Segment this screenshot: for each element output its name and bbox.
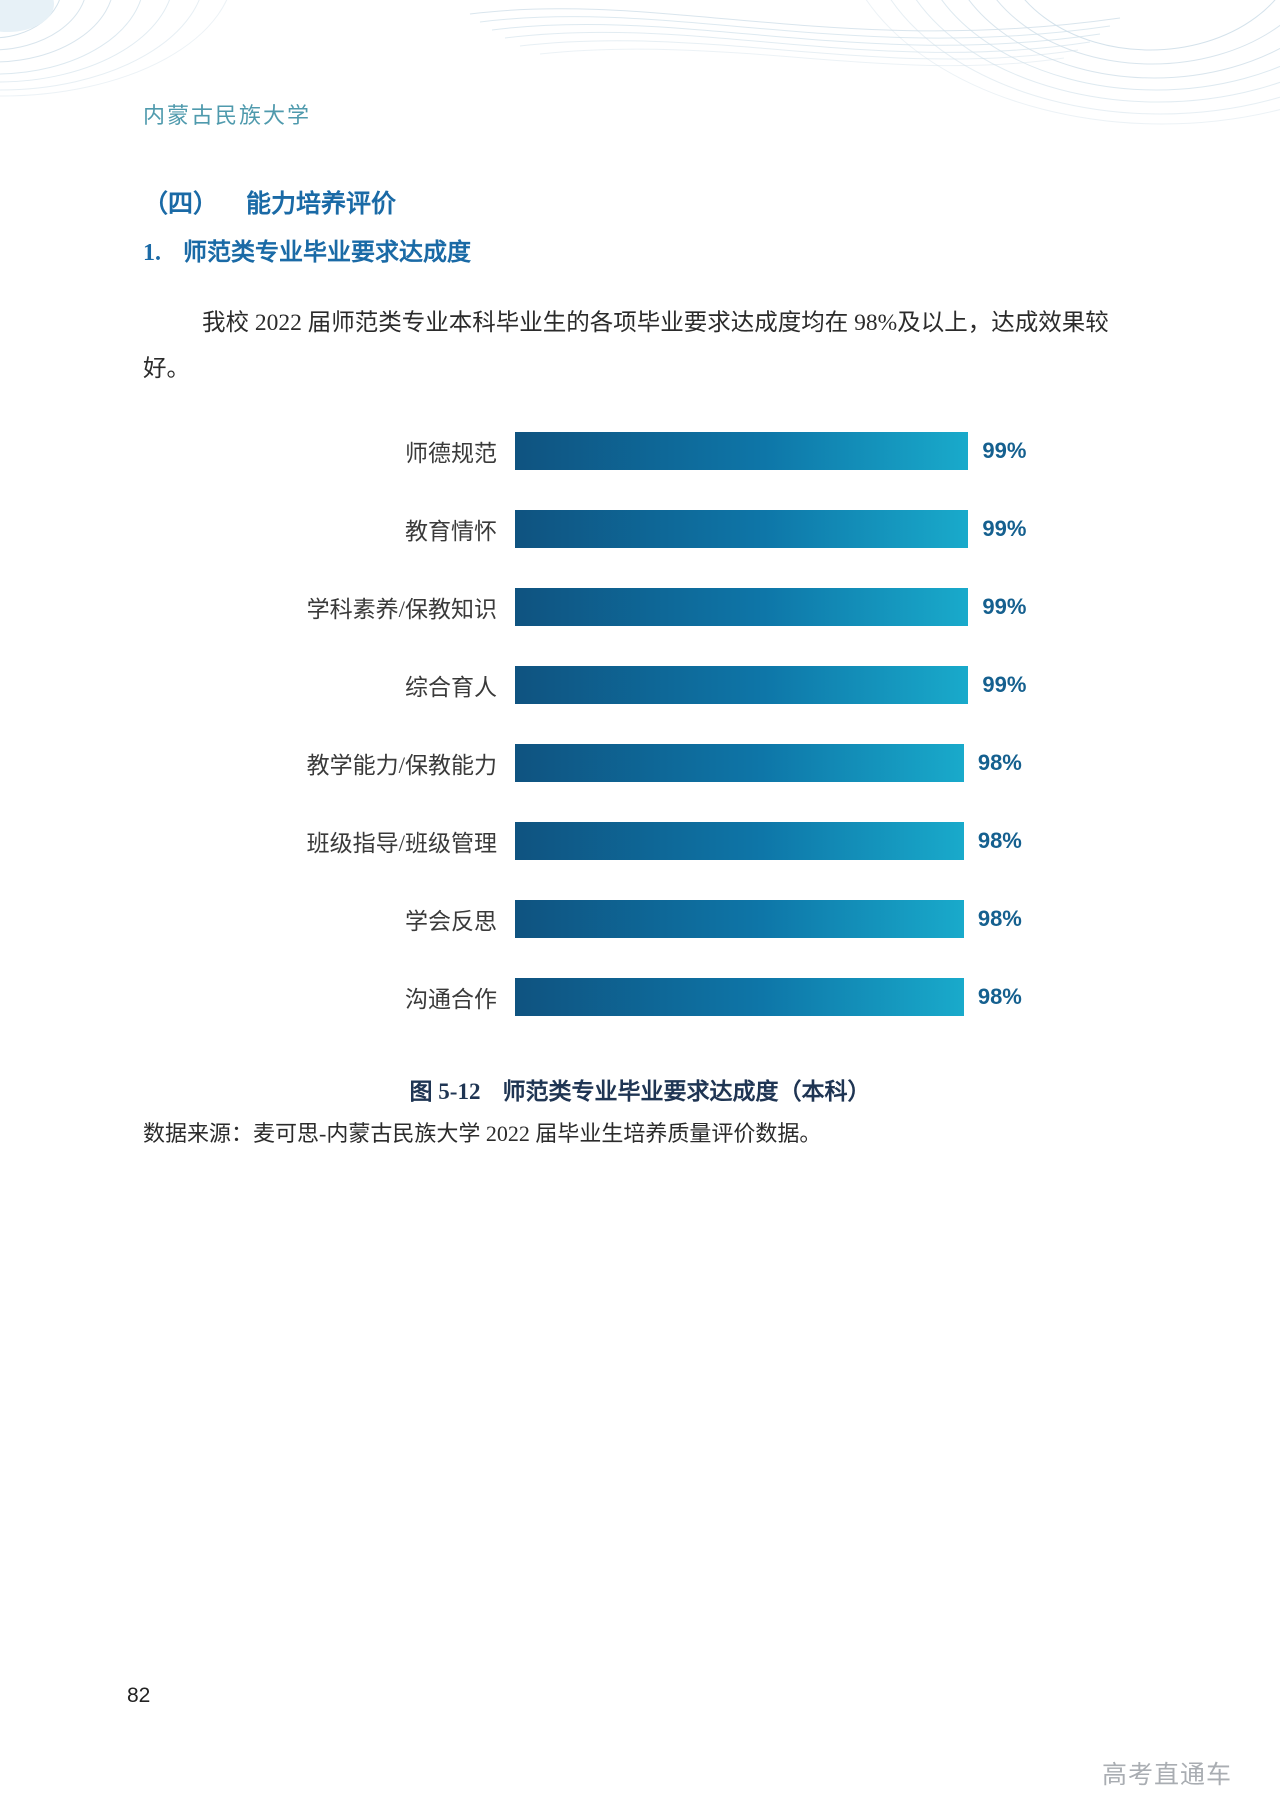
decorative-wave-pattern (0, 0, 1280, 125)
paragraph-line: 好。 (143, 356, 190, 382)
chart-row: 学科素养/保教知识 99% (143, 568, 1143, 646)
watermark: 高考直通车 (1101, 1762, 1232, 1789)
bar-value-label: 99% (982, 516, 1027, 541)
bar-category-label: 教学能力/保教能力 (306, 753, 497, 778)
body-paragraph: 我校 2022 届师范类专业本科毕业生的各项毕业要求达成度均在 98%及以上，达… (143, 300, 1139, 392)
page-number: 82 (127, 1684, 151, 1707)
bar (515, 588, 969, 626)
figure-number: 图 5-12 (409, 1079, 481, 1104)
paragraph-line: 我校 2022 届师范类专业本科毕业生的各项毕业要求达成度均在 98%及以上，达… (202, 310, 1109, 336)
bar (515, 666, 969, 704)
bar-category-label: 师德规范 (405, 441, 497, 466)
bar-category-label: 班级指导/班级管理 (306, 831, 497, 856)
bar-category-label: 综合育人 (405, 675, 497, 700)
bar-value-label: 98% (977, 828, 1022, 853)
chart-row: 教育情怀 99% (143, 490, 1143, 568)
bar (515, 432, 969, 470)
data-source-note: 数据来源：麦可思-内蒙古民族大学 2022 届毕业生培养质量评价数据。 (143, 1121, 822, 1146)
chart-row: 沟通合作 98% (143, 958, 1143, 1036)
bar-value-label: 98% (977, 906, 1022, 931)
bar (515, 744, 964, 782)
chart-row: 教学能力/保教能力 98% (143, 724, 1143, 802)
bar (515, 822, 964, 860)
figure-caption: 图 5-12 师范类专业毕业要求达成度（本科） (143, 1072, 1137, 1106)
bar-value-label: 99% (982, 672, 1027, 697)
subsection-number: 1. (143, 240, 161, 266)
bar-chart: 师德规范 99% 教育情怀 99% 学科素养/保教知识 99% 综合育人 99%… (143, 412, 1143, 1036)
bar-value-label: 98% (977, 984, 1022, 1009)
bar (515, 978, 964, 1016)
chart-row: 综合育人 99% (143, 646, 1143, 724)
chart-row: 班级指导/班级管理 98% (143, 802, 1143, 880)
figure-caption-text: 师范类专业毕业要求达成度（本科） (502, 1079, 871, 1104)
bar-value-label: 99% (982, 594, 1027, 619)
subsection-title-text: 师范类专业毕业要求达成度 (183, 240, 471, 266)
university-name-header: 内蒙古民族大学 (143, 103, 312, 128)
bar-category-label: 学科素养/保教知识 (306, 597, 497, 622)
bar-value-label: 98% (977, 750, 1022, 775)
bar-category-label: 学会反思 (405, 909, 497, 934)
bar (515, 900, 964, 938)
chart-row: 学会反思 98% (143, 880, 1143, 958)
section-title-text: 能力培养评价 (246, 191, 397, 218)
chart-row: 师德规范 99% (143, 412, 1143, 490)
bar-category-label: 教育情怀 (405, 519, 497, 544)
section-title: （四） 能力培养评价 (143, 184, 396, 220)
bar (515, 510, 969, 548)
subsection-title: 1. 师范类专业毕业要求达成度 (143, 232, 471, 267)
bar-category-label: 沟通合作 (405, 987, 497, 1012)
section-number: （四） (143, 191, 219, 218)
bar-value-label: 99% (982, 438, 1027, 463)
